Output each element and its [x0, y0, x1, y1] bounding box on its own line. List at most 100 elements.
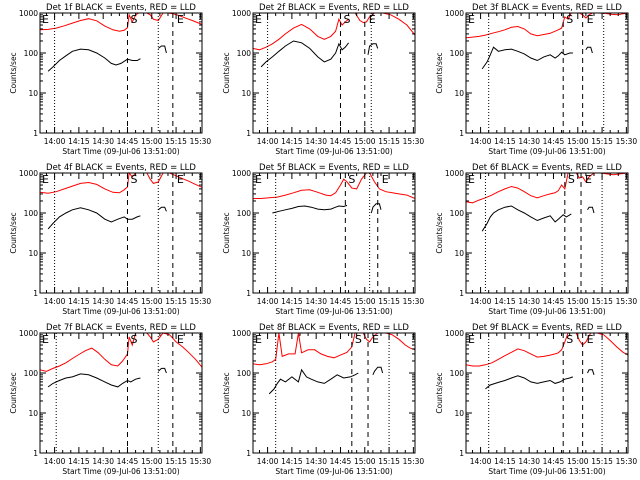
x-tick-label: 14:15	[68, 297, 90, 306]
series-events-line	[157, 367, 167, 374]
x-tick-label: 14:45	[117, 457, 139, 466]
end-marker-label: E	[585, 173, 592, 186]
y-tick-label: 100	[24, 49, 39, 58]
x-axis-label: Start Time (09-Jul-06 13:51:00)	[488, 147, 605, 156]
x-axis-label: Start Time (09-Jul-06 13:51:00)	[62, 307, 179, 316]
series-events-line	[260, 40, 350, 68]
chart-title: Det 7f BLACK = Events, RED = LLD	[46, 323, 196, 333]
series-lld-line	[146, 332, 203, 368]
y-tick-label: 100	[237, 49, 252, 58]
end-label: E	[468, 13, 475, 26]
start-marker-label: S	[130, 173, 137, 186]
end-marker-label: E	[587, 13, 594, 26]
y-axis-label: Counts/sec	[9, 212, 18, 253]
series-lld-line	[146, 172, 203, 188]
end-label: E	[42, 333, 49, 346]
chart-title: Det 3f BLACK = Events, RED = LLD	[472, 3, 622, 13]
series-events-line	[485, 375, 574, 390]
series-lld-line	[252, 17, 349, 51]
plot-frame	[465, 332, 629, 454]
x-tick-label: 15:15	[378, 297, 400, 306]
y-tick-label: 1	[246, 289, 251, 298]
x-tick-label: 14:15	[494, 137, 516, 146]
series-events-line	[268, 368, 359, 395]
x-tick-label: 15:00	[141, 457, 163, 466]
x-tick-label: 15:00	[567, 297, 589, 306]
chart-title: Det 1f BLACK = Events, RED = LLD	[46, 3, 196, 13]
y-tick-label: 1	[33, 289, 38, 298]
x-tick-label: 14:30	[92, 297, 114, 306]
x-tick-label: 15:00	[141, 137, 163, 146]
series-events-line	[47, 48, 141, 72]
x-tick-label: 15:30	[190, 137, 212, 146]
end-marker-label: E	[177, 173, 184, 186]
x-tick-label: 14:30	[518, 137, 540, 146]
x-axis-label: Start Time (09-Jul-06 13:51:00)	[488, 307, 605, 316]
x-tick-label: 14:15	[281, 137, 303, 146]
x-tick-label: 15:30	[616, 457, 638, 466]
x-tick-label: 14:30	[305, 137, 327, 146]
series-events-line	[481, 46, 573, 70]
y-tick-label: 100	[450, 369, 465, 378]
y-tick-label: 1000	[19, 329, 38, 338]
y-tick-label: 10	[28, 409, 38, 418]
x-tick-label: 15:30	[616, 137, 638, 146]
end-label: E	[255, 333, 262, 346]
end-marker-label: E	[177, 13, 184, 26]
y-tick-label: 1000	[445, 329, 464, 338]
end-marker-label: E	[177, 333, 184, 346]
series-events-line	[367, 43, 379, 55]
series-events-line	[47, 207, 141, 230]
start-marker-label: S	[566, 333, 573, 346]
x-axis-label: Start Time (09-Jul-06 13:51:00)	[488, 467, 605, 476]
start-marker-label: S	[343, 13, 350, 26]
y-axis-label: Counts/sec	[222, 212, 231, 253]
chart-title: Det 8f BLACK = Events, RED = LLD	[259, 323, 409, 333]
x-tick-label: 14:45	[117, 137, 139, 146]
x-tick-label: 15:15	[165, 137, 187, 146]
x-tick-label: 14:15	[68, 137, 90, 146]
y-tick-label: 100	[237, 209, 252, 218]
x-tick-label: 14:45	[330, 137, 352, 146]
plot-frame	[39, 332, 203, 454]
x-tick-label: 15:00	[354, 297, 376, 306]
series-events-line	[370, 203, 382, 214]
start-marker-label: S	[568, 173, 575, 186]
x-tick-label: 15:00	[567, 457, 589, 466]
y-tick-label: 100	[450, 209, 465, 218]
y-tick-label: 1000	[19, 169, 38, 178]
x-tick-label: 14:45	[117, 297, 139, 306]
x-tick-label: 15:30	[403, 297, 425, 306]
x-tick-label: 14:00	[470, 137, 492, 146]
chart-title: Det 2f BLACK = Events, RED = LLD	[259, 3, 409, 13]
start-marker-label: S	[130, 333, 137, 346]
x-tick-label: 14:00	[257, 297, 279, 306]
plot-frame	[252, 12, 416, 134]
x-tick-label: 15:00	[141, 297, 163, 306]
y-tick-label: 1	[246, 129, 251, 138]
x-axis-label: Start Time (09-Jul-06 13:51:00)	[275, 467, 392, 476]
x-tick-label: 14:00	[470, 457, 492, 466]
x-tick-label: 14:15	[494, 297, 516, 306]
x-tick-label: 14:00	[44, 457, 66, 466]
end-marker-label: E	[369, 13, 376, 26]
x-tick-label: 14:30	[305, 297, 327, 306]
x-tick-label: 15:15	[165, 297, 187, 306]
series-lld-line	[253, 172, 416, 199]
y-tick-label: 10	[454, 409, 464, 418]
series-lld-line	[351, 12, 416, 36]
x-tick-label: 15:30	[190, 457, 212, 466]
x-tick-label: 15:30	[616, 297, 638, 306]
y-tick-label: 1	[459, 289, 464, 298]
x-tick-label: 14:15	[281, 297, 303, 306]
series-events-line	[372, 366, 384, 376]
x-tick-label: 15:30	[403, 137, 425, 146]
series-events-line	[157, 206, 167, 212]
y-tick-label: 10	[241, 409, 251, 418]
y-tick-label: 100	[450, 49, 465, 58]
chart-title: Det 5f BLACK = Events, RED = LLD	[259, 163, 409, 173]
x-tick-label: 14:15	[68, 457, 90, 466]
start-marker-label: S	[355, 333, 362, 346]
y-tick-label: 1000	[445, 9, 464, 18]
